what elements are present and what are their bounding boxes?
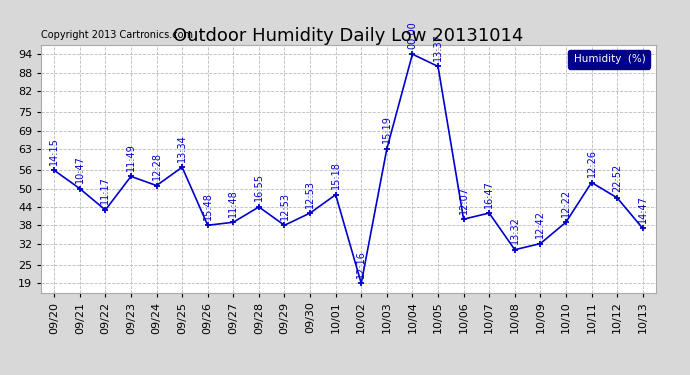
Text: 14:47: 14:47	[638, 195, 648, 223]
Text: 12:42: 12:42	[535, 210, 545, 238]
Text: 11:49: 11:49	[126, 143, 136, 171]
Text: 12:26: 12:26	[586, 149, 597, 177]
Text: 15:48: 15:48	[203, 192, 213, 220]
Text: 13:34: 13:34	[177, 134, 187, 162]
Text: 12:28: 12:28	[152, 152, 161, 180]
Text: 11:17: 11:17	[100, 177, 110, 204]
Text: 13:37: 13:37	[433, 33, 443, 61]
Text: 00:00: 00:00	[407, 21, 417, 49]
Text: 12:16: 12:16	[356, 250, 366, 278]
Text: 16:55: 16:55	[254, 173, 264, 201]
Text: 10:47: 10:47	[75, 155, 85, 183]
Text: 15:18: 15:18	[331, 161, 341, 189]
Title: Outdoor Humidity Daily Low 20131014: Outdoor Humidity Daily Low 20131014	[173, 27, 524, 45]
Legend: Humidity  (%): Humidity (%)	[568, 50, 650, 69]
Text: 22:52: 22:52	[612, 164, 622, 192]
Text: 12:07: 12:07	[459, 186, 469, 214]
Text: 14:15: 14:15	[49, 137, 59, 165]
Text: Copyright 2013 Cartronics.com: Copyright 2013 Cartronics.com	[41, 30, 193, 40]
Text: 11:48: 11:48	[228, 189, 238, 217]
Text: 12:53: 12:53	[305, 180, 315, 207]
Text: 13:32: 13:32	[510, 216, 520, 244]
Text: 15:19: 15:19	[382, 116, 392, 143]
Text: 12:22: 12:22	[561, 189, 571, 217]
Text: 12:53: 12:53	[279, 192, 290, 220]
Text: 16:47: 16:47	[484, 180, 494, 207]
